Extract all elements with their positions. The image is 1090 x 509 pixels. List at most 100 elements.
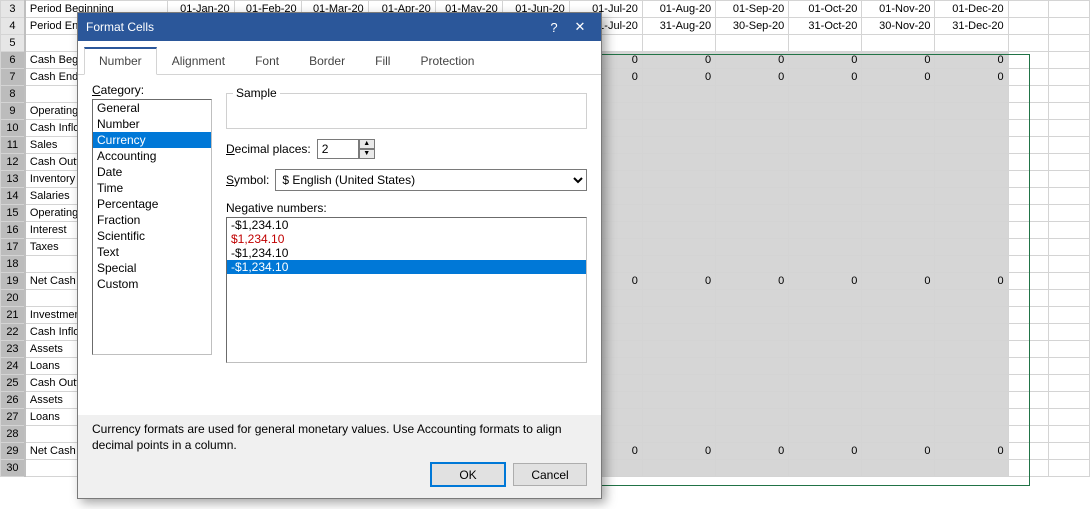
tab-font[interactable]: Font [240, 47, 294, 74]
cell[interactable] [862, 120, 935, 137]
category-item[interactable]: Currency [93, 132, 211, 148]
cell[interactable] [789, 188, 862, 205]
cell[interactable]: 0 [642, 52, 715, 69]
row-header[interactable]: 17 [1, 239, 25, 256]
cell[interactable] [789, 256, 862, 273]
cell[interactable] [862, 188, 935, 205]
cell[interactable] [935, 103, 1008, 120]
category-item[interactable]: General [93, 100, 211, 116]
cell[interactable]: 31-Oct-20 [789, 18, 862, 35]
row-header[interactable]: 11 [1, 137, 25, 154]
cell[interactable] [862, 154, 935, 171]
row-header[interactable]: 22 [1, 324, 25, 341]
negative-numbers-listbox[interactable]: -$1,234.10$1,234.10-$1,234.10-$1,234.10 [226, 217, 587, 363]
cell[interactable] [642, 86, 715, 103]
row-header[interactable]: 3 [1, 1, 25, 18]
cell[interactable] [1008, 273, 1049, 290]
cell[interactable]: 0 [789, 273, 862, 290]
cell[interactable] [935, 188, 1008, 205]
cell[interactable]: 0 [935, 69, 1008, 86]
cell[interactable] [1049, 256, 1090, 273]
cell[interactable] [642, 392, 715, 409]
row-header[interactable]: 26 [1, 392, 25, 409]
cell[interactable] [1049, 120, 1090, 137]
cell[interactable] [789, 375, 862, 392]
cell[interactable]: 0 [642, 69, 715, 86]
cell[interactable] [1049, 69, 1090, 86]
cell[interactable] [1049, 239, 1090, 256]
cell[interactable] [789, 409, 862, 426]
cell[interactable] [935, 426, 1008, 443]
cell[interactable] [862, 375, 935, 392]
cell[interactable] [862, 358, 935, 375]
category-item[interactable]: Percentage [93, 196, 211, 212]
cell[interactable] [716, 171, 789, 188]
cell[interactable] [1008, 375, 1049, 392]
cell[interactable]: 01-Nov-20 [862, 1, 935, 18]
cell[interactable]: 0 [935, 273, 1008, 290]
cell[interactable] [789, 86, 862, 103]
cell[interactable] [789, 154, 862, 171]
cell[interactable] [1008, 256, 1049, 273]
cell[interactable] [716, 120, 789, 137]
cell[interactable] [935, 239, 1008, 256]
row-header[interactable]: 18 [1, 256, 25, 273]
cell[interactable] [935, 341, 1008, 358]
cell[interactable] [935, 307, 1008, 324]
cell[interactable]: 0 [642, 273, 715, 290]
cell[interactable] [789, 239, 862, 256]
cell[interactable] [1049, 171, 1090, 188]
category-item[interactable]: Custom [93, 276, 211, 292]
cell[interactable] [1049, 290, 1090, 307]
cell[interactable] [642, 324, 715, 341]
cell[interactable]: 31-Aug-20 [642, 18, 715, 35]
cell[interactable] [789, 307, 862, 324]
row-header[interactable]: 25 [1, 375, 25, 392]
cell[interactable] [1049, 375, 1090, 392]
row-header[interactable]: 27 [1, 409, 25, 426]
cell[interactable] [716, 35, 789, 52]
cell[interactable] [1049, 222, 1090, 239]
decimal-places-spinner[interactable]: ▲ ▼ [317, 139, 375, 159]
spinner-down-icon[interactable]: ▼ [359, 149, 375, 159]
row-header[interactable]: 10 [1, 120, 25, 137]
cell[interactable] [642, 409, 715, 426]
cell[interactable] [1008, 1, 1049, 18]
cell[interactable] [789, 460, 862, 477]
cell[interactable] [935, 205, 1008, 222]
cell[interactable] [935, 222, 1008, 239]
tab-border[interactable]: Border [294, 47, 360, 74]
cell[interactable]: 0 [862, 273, 935, 290]
cell[interactable] [642, 256, 715, 273]
cell[interactable] [642, 290, 715, 307]
cell[interactable] [642, 341, 715, 358]
ok-button[interactable]: OK [431, 463, 505, 486]
row-header[interactable]: 15 [1, 205, 25, 222]
cell[interactable]: 0 [789, 443, 862, 460]
row-header[interactable]: 13 [1, 171, 25, 188]
cell[interactable] [1008, 205, 1049, 222]
negative-option[interactable]: $1,234.10 [227, 232, 586, 246]
cell[interactable] [716, 375, 789, 392]
decimal-places-input[interactable] [317, 139, 359, 159]
row-header[interactable]: 12 [1, 154, 25, 171]
cell[interactable] [1049, 443, 1090, 460]
cell[interactable] [789, 171, 862, 188]
cell[interactable] [716, 222, 789, 239]
cell[interactable] [642, 137, 715, 154]
cell[interactable] [716, 256, 789, 273]
cell[interactable] [716, 392, 789, 409]
cell[interactable] [862, 460, 935, 477]
cell[interactable] [789, 205, 862, 222]
cell[interactable] [642, 460, 715, 477]
negative-option[interactable]: -$1,234.10 [227, 218, 586, 232]
cell[interactable] [935, 35, 1008, 52]
tab-number[interactable]: Number [84, 47, 157, 75]
cell[interactable] [716, 239, 789, 256]
row-header[interactable]: 6 [1, 52, 25, 69]
cell[interactable] [1049, 18, 1090, 35]
cell[interactable] [935, 392, 1008, 409]
row-header[interactable]: 21 [1, 307, 25, 324]
cell[interactable]: 0 [716, 273, 789, 290]
cell[interactable]: 0 [716, 443, 789, 460]
